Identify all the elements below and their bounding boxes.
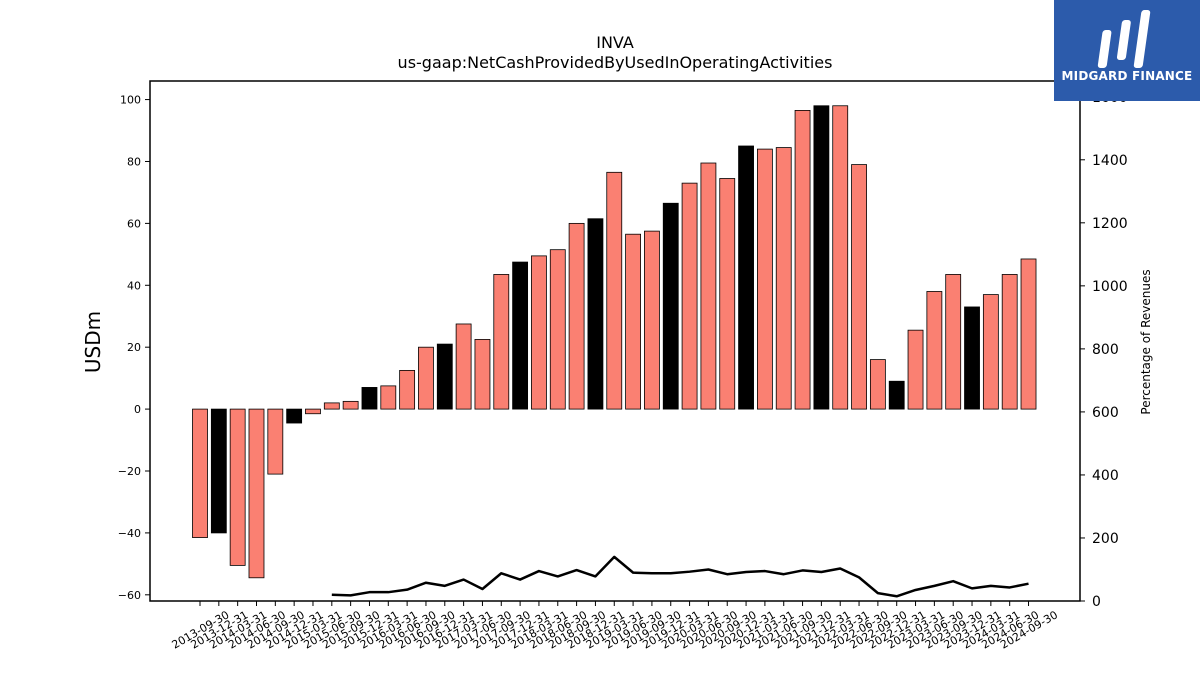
bar <box>305 408 321 415</box>
bar <box>587 218 604 410</box>
y2-tick-label: 1400 <box>1092 153 1128 169</box>
bar <box>888 380 905 410</box>
bar <box>775 147 792 410</box>
bar <box>681 182 698 410</box>
bar <box>531 255 547 410</box>
y-tick-label: 40 <box>127 279 141 292</box>
bar <box>606 171 623 410</box>
bar <box>982 294 999 410</box>
bar <box>1020 258 1037 410</box>
bar <box>926 291 943 410</box>
y-tick-label: 100 <box>120 94 141 107</box>
bar <box>700 162 717 410</box>
bar <box>644 230 660 410</box>
plot-frame <box>149 80 1081 602</box>
y-axis-label: USDm <box>81 311 105 373</box>
y2-tick-label: 800 <box>1092 342 1119 358</box>
bar <box>568 222 585 410</box>
y2-tick-label: 0 <box>1092 594 1101 610</box>
bar <box>851 164 867 410</box>
bar <box>813 105 830 410</box>
bar <box>380 385 397 410</box>
y2-tick-label: 1000 <box>1092 279 1128 295</box>
bar <box>1001 274 1018 410</box>
bar <box>455 323 472 410</box>
bar <box>342 400 359 410</box>
plot-area: −60−40−200204060801000200400600800100012… <box>118 90 1128 652</box>
y2-tick-label: 600 <box>1092 405 1119 421</box>
series-line <box>331 555 1029 598</box>
bar <box>794 110 811 410</box>
bar <box>549 249 566 410</box>
bar <box>493 274 510 410</box>
y2-tick-label: 1200 <box>1092 216 1128 232</box>
bar <box>625 233 641 410</box>
y-tick-label: 0 <box>134 403 141 416</box>
bar <box>229 408 246 566</box>
bar <box>474 339 491 410</box>
y-tick-label: 60 <box>127 217 141 230</box>
logo-text: MIDGARD FINANCE <box>1061 69 1193 83</box>
y-tick-label: 80 <box>127 155 141 168</box>
y2-axis-label: Percentage of Revenues <box>1139 269 1153 414</box>
bar <box>738 145 754 410</box>
bar <box>832 105 849 410</box>
bar <box>436 343 453 410</box>
y-tick-label: −20 <box>118 465 141 478</box>
bar <box>945 274 962 410</box>
bar <box>399 369 416 410</box>
bar <box>964 306 980 410</box>
y-tick-label: −60 <box>118 589 141 602</box>
y2-tick-label: 400 <box>1092 468 1119 484</box>
logo-icon <box>1097 10 1151 68</box>
y-tick-label: −40 <box>118 527 141 540</box>
bar <box>418 346 434 410</box>
bar <box>361 387 378 410</box>
chart-title: INVA <box>596 33 634 52</box>
bar <box>719 178 736 410</box>
bar <box>286 408 303 424</box>
y2-tick-label: 200 <box>1092 531 1119 547</box>
bar <box>192 408 208 538</box>
midgard-finance-logo: MIDGARD FINANCE <box>1054 0 1200 101</box>
y-tick-label: 20 <box>127 341 141 354</box>
bar <box>267 408 284 475</box>
bar <box>662 202 679 410</box>
bar <box>323 402 340 410</box>
bar <box>210 408 227 534</box>
bar <box>512 261 529 410</box>
bar <box>248 408 265 579</box>
bar <box>907 329 924 410</box>
bar <box>757 148 773 410</box>
bar <box>869 359 886 410</box>
chart-subtitle: us-gaap:NetCashProvidedByUsedInOperating… <box>398 53 833 72</box>
